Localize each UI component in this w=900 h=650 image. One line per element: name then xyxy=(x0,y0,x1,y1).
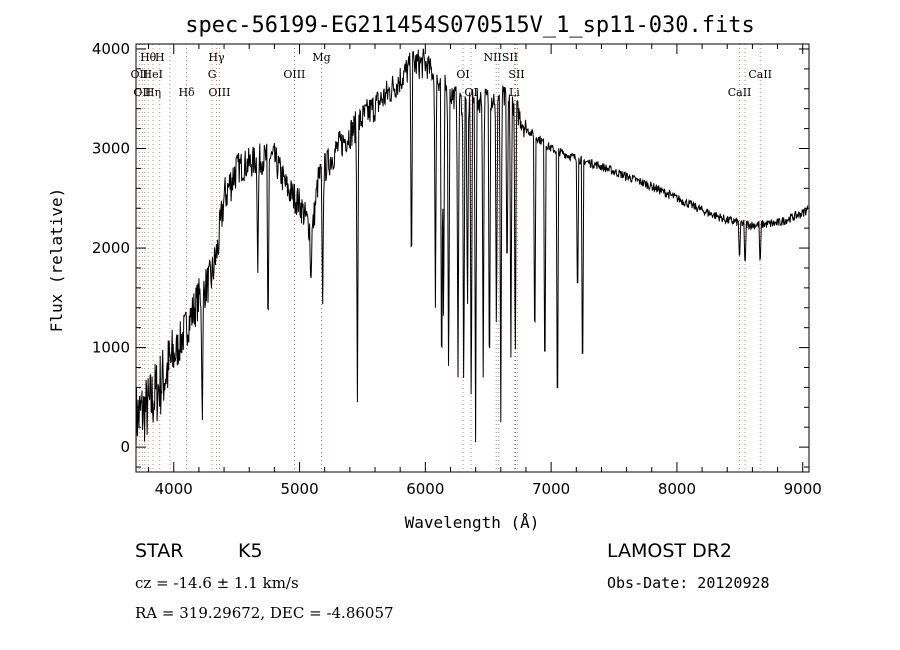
chart-title: spec-56199-EG211454S070515V_1_sp11-030.f… xyxy=(185,13,755,38)
y-tick-label: 3000 xyxy=(92,140,130,158)
axis-ticks: 4000 5000 6000 7000 8000 9000 0 1000 2000 3000 400… xyxy=(92,40,822,498)
x-tick-label: 8000 xyxy=(658,480,696,498)
y-tick-label: 1000 xyxy=(92,339,130,357)
x-tick-label: 7000 xyxy=(532,480,570,498)
x-tick-label: 5000 xyxy=(280,480,318,498)
survey-name: LAMOST DR2 xyxy=(607,540,732,562)
y-axis-label: Flux (relative) xyxy=(47,188,66,333)
spectral-line-label: OIII xyxy=(208,86,230,99)
spectral-line-label: CaII xyxy=(748,68,772,81)
spectral-line-label: HeI xyxy=(143,68,163,81)
spectral-line-label: OI xyxy=(456,68,469,81)
x-tick-label: 6000 xyxy=(406,480,444,498)
y-tick-label: 4000 xyxy=(92,40,130,58)
y-tick-label: 2000 xyxy=(92,239,130,257)
spectral-line-label: Hθ xyxy=(140,51,157,64)
spectral-line-label: CaII xyxy=(728,86,752,99)
spectral-line-label: Mg xyxy=(312,51,330,64)
spectral-line-label: Hγ xyxy=(208,51,225,64)
spectral-line-label: Li xyxy=(509,86,520,99)
spectral-line-label: NIISII xyxy=(484,51,519,64)
spectral-line-label: H xyxy=(155,51,165,64)
obs-date-text: Obs-Date: 20120928 xyxy=(607,574,770,592)
spectral-line-label: OIII xyxy=(283,68,305,81)
spectral-line-label: SII xyxy=(508,68,524,81)
spectral-line-label: OII xyxy=(131,68,149,81)
y-tick-label: 0 xyxy=(120,438,130,456)
x-axis-label: Wavelength (Å) xyxy=(405,513,540,532)
coordinates-text: RA = 319.29672, DEC = -4.86057 xyxy=(135,604,394,622)
object-subclass: K5 xyxy=(238,540,263,562)
spectral-line-label: Hη xyxy=(145,86,161,99)
x-tick-label: 4000 xyxy=(155,480,193,498)
spectral-line-label: OI xyxy=(464,86,477,99)
spectral-line-label: G xyxy=(208,68,217,81)
spectrum-series xyxy=(135,48,809,453)
spectral-line-label: Hδ xyxy=(178,86,195,99)
object-class: STAR xyxy=(135,540,184,562)
plot-frame xyxy=(135,43,810,473)
x-tick-label: 9000 xyxy=(784,480,822,498)
redshift-text: cz = -14.6 ± 1.1 km/s xyxy=(135,574,299,592)
